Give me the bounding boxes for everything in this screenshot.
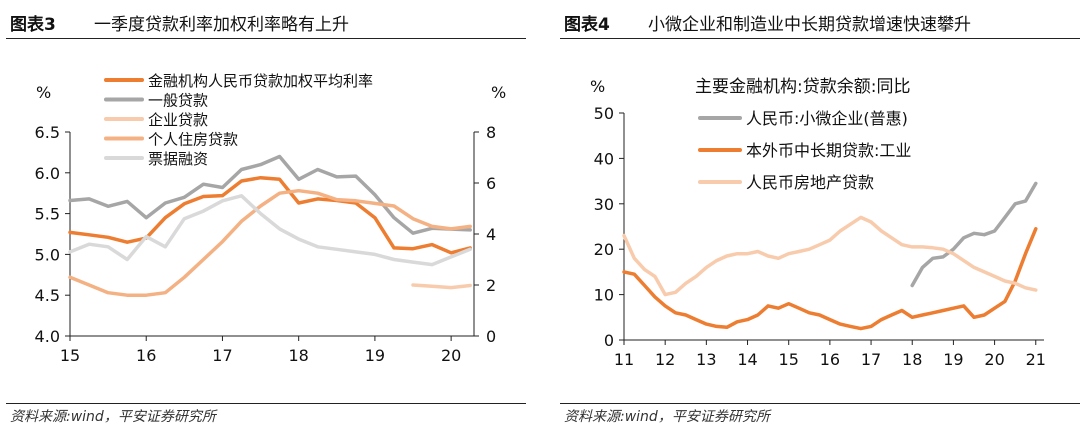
y-axis-unit: % bbox=[36, 83, 51, 102]
y-tick-label: 20 bbox=[594, 240, 614, 259]
y-tick-label: 0 bbox=[604, 331, 614, 350]
header-rule bbox=[6, 38, 526, 39]
series-line-0 bbox=[910, 181, 1038, 288]
header-rule bbox=[560, 38, 1080, 39]
y-tick-label: 6.5 bbox=[35, 123, 60, 142]
series-line-2 bbox=[411, 283, 472, 290]
x-tick-label: 19 bbox=[943, 350, 963, 369]
figure-label: 图表3 bbox=[10, 15, 56, 35]
legend-label: 企业贷款 bbox=[148, 111, 208, 129]
x-tick-label: 12 bbox=[655, 350, 675, 369]
figure-panel-3: 图表3 一季度贷款利率加权利率略有上升 4.0 4.5 5.0 5.5 6.0 6.5 0 2… bbox=[6, 0, 526, 434]
x-tick-label: 16 bbox=[820, 350, 840, 369]
figure-title: 一季度贷款利率加权利率略有上升 bbox=[94, 15, 349, 35]
y-right-tick-label: 6 bbox=[486, 174, 496, 193]
legend-label: 金融机构人民币贷款加权平均利率 bbox=[148, 72, 373, 90]
loan-rate-chart: 4.0 4.5 5.0 5.5 6.0 6.5 0 2 4 6 8 15 16 17 18 19 20% % 金融机… bbox=[35, 72, 507, 365]
x-tick-label: 18 bbox=[288, 346, 308, 365]
legend-label: 人民币房地产贷款 bbox=[746, 173, 874, 192]
x-tick-label: 16 bbox=[136, 346, 156, 365]
y-right-tick-label: 4 bbox=[486, 225, 496, 244]
series-line-0 bbox=[68, 175, 472, 255]
x-tick-label: 17 bbox=[861, 350, 881, 369]
series-line-3 bbox=[68, 188, 472, 297]
series-line-1 bbox=[622, 227, 1038, 331]
x-tick-label: 17 bbox=[212, 346, 232, 365]
y-right-tick-label: 2 bbox=[486, 276, 496, 295]
y-tick-label: 50 bbox=[594, 104, 614, 123]
legend-label: 人民币:小微企业(普惠) bbox=[746, 109, 908, 128]
x-tick-label: 19 bbox=[365, 346, 385, 365]
footer-rule bbox=[560, 403, 1080, 404]
x-tick-label: 21 bbox=[1026, 350, 1046, 369]
legend-label: 本外币中长期贷款:工业 bbox=[746, 141, 911, 160]
y-tick-label: 40 bbox=[594, 149, 614, 168]
y-right-axis-unit: % bbox=[491, 83, 506, 102]
x-tick-label: 13 bbox=[696, 350, 716, 369]
x-tick-label: 15 bbox=[60, 346, 80, 365]
x-tick-label: 20 bbox=[441, 346, 461, 365]
x-tick-label: 18 bbox=[902, 350, 922, 369]
series-line-4 bbox=[68, 194, 472, 267]
legend-label: 一般贷款 bbox=[148, 92, 208, 110]
series-line-1 bbox=[68, 154, 472, 235]
source-note: 资料来源:wind，平安证券研究所 bbox=[10, 409, 216, 425]
y-tick-label: 6.0 bbox=[35, 164, 60, 183]
figure-header: 图表4 小微企业和制造业中长期贷款增速快速攀升 bbox=[560, 6, 1080, 36]
y-tick-label: 4.0 bbox=[35, 327, 60, 346]
legend-label: 票据融资 bbox=[148, 150, 208, 168]
x-tick-label: 11 bbox=[614, 350, 634, 369]
y-axis-unit: % bbox=[590, 77, 605, 96]
y-right-tick-label: 8 bbox=[486, 123, 496, 142]
x-tick-label: 15 bbox=[779, 350, 799, 369]
y-right-tick-label: 0 bbox=[486, 327, 496, 346]
figure-title: 小微企业和制造业中长期贷款增速快速攀升 bbox=[648, 15, 971, 35]
y-tick-label: 10 bbox=[594, 286, 614, 305]
source-note: 资料来源:wind，平安证券研究所 bbox=[564, 409, 770, 425]
footer-rule bbox=[6, 403, 526, 404]
series-line-2 bbox=[622, 215, 1038, 297]
y-tick-label: 5.5 bbox=[35, 205, 60, 224]
x-tick-label: 20 bbox=[984, 350, 1004, 369]
x-tick-label: 14 bbox=[737, 350, 757, 369]
y-tick-label: 5.0 bbox=[35, 245, 60, 264]
y-tick-label: 30 bbox=[594, 195, 614, 214]
y-tick-label: 4.5 bbox=[35, 286, 60, 305]
figure-header: 图表3 一季度贷款利率加权利率略有上升 bbox=[6, 6, 526, 36]
legend-label: 个人住房贷款 bbox=[148, 131, 238, 149]
figure-label: 图表4 bbox=[564, 15, 610, 35]
chart-title: 主要金融机构:贷款余额:同比 bbox=[695, 77, 910, 97]
figure-panel-4: 图表4 小微企业和制造业中长期贷款增速快速攀升 0 10 20 30 40 50 11 12 1… bbox=[560, 0, 1080, 434]
loan-growth-chart: 0 10 20 30 40 50 11 12 13 14 15 16 17 18 19 20 21% 主要金融机构… bbox=[590, 77, 1046, 369]
